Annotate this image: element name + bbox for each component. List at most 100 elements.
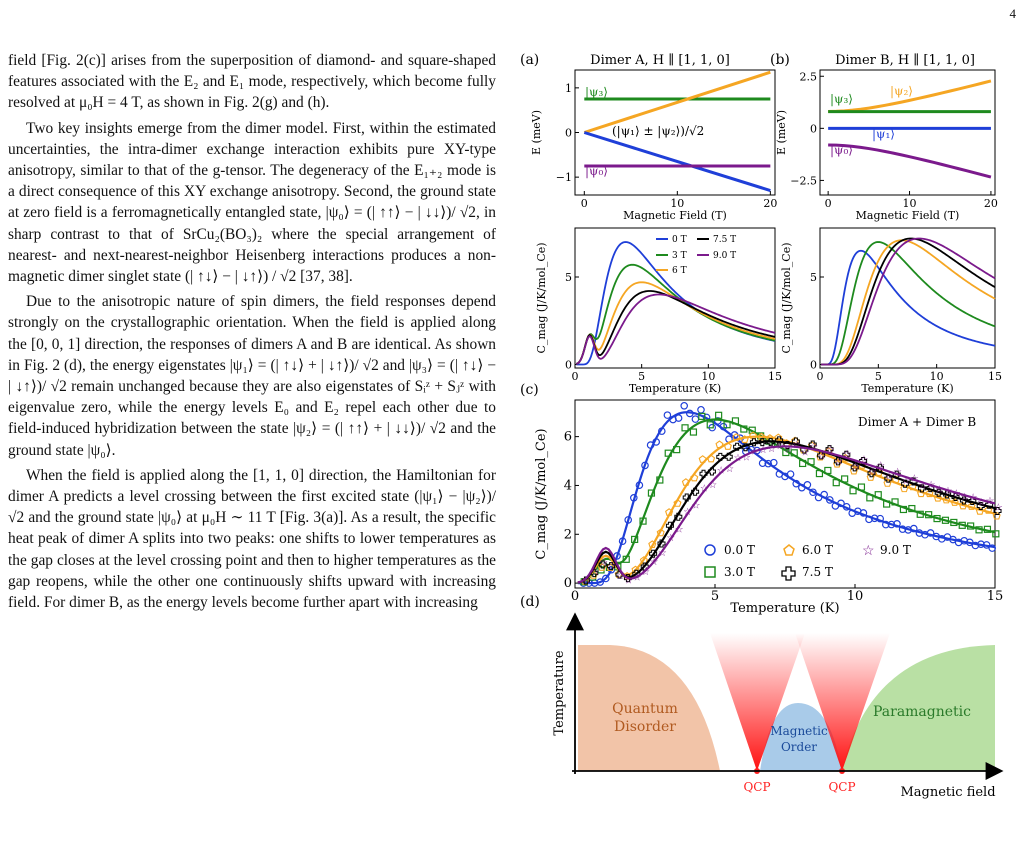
legend-small-7.5T: 7.5 T [713, 235, 736, 245]
data-point-3T [975, 526, 983, 534]
data-point-0T [809, 488, 817, 497]
x-tick-label: 15 [768, 370, 782, 383]
y-tick-label: 5 [810, 271, 817, 284]
data-point-6T [631, 565, 640, 574]
x-tick-label: 0 [817, 370, 824, 383]
panel-a-letter: (a) [520, 52, 539, 68]
label-psi3-b: |ψ₃⟩ [830, 92, 853, 106]
energy-level-a-2 [583, 131, 771, 192]
data-point-0T [898, 525, 907, 533]
y-axis-label: E (meV) [775, 110, 788, 155]
data-point-7.5T [716, 452, 725, 461]
data-point-9T: ☆ [675, 524, 684, 535]
data-point-0T [596, 578, 605, 586]
data-point-3T [715, 411, 723, 419]
data-point-3T [916, 510, 924, 518]
data-point-3T [622, 555, 630, 563]
data-point-3T [664, 449, 672, 457]
data-point-7.5T [783, 440, 792, 449]
legend-c-6T: 6.0 T [802, 543, 833, 557]
data-point-3T [933, 514, 941, 523]
y-tick-label: 0 [565, 127, 572, 140]
plot-frame [819, 227, 996, 369]
data-point-6T [707, 454, 716, 463]
data-point-3T [950, 518, 958, 527]
data-point-0T [988, 544, 997, 552]
cmag-b-9.0 T [821, 237, 996, 366]
data-point-0T [674, 414, 683, 422]
data-point-0T [624, 516, 633, 524]
data-point-3T [706, 421, 714, 429]
y-tick-label: −2.5 [790, 174, 817, 187]
data-point-3T [849, 487, 857, 495]
data-point-3T [891, 498, 899, 506]
data-point-0T [881, 520, 890, 529]
cmag-b-3 T [821, 241, 996, 366]
data-point-7.5T [791, 437, 800, 446]
energy-level-b-0 [828, 79, 992, 113]
data-point-6T [757, 432, 766, 441]
data-point-9T: ☆ [876, 461, 885, 472]
data-point-0T [837, 499, 845, 508]
data-point-6T [715, 440, 724, 449]
cmag-c-line-9.0 T [577, 445, 996, 584]
data-point-0T [865, 515, 873, 524]
data-point-7.5T [993, 506, 1002, 515]
data-point-9T: ☆ [700, 484, 709, 495]
data-point-7.5T [968, 496, 977, 505]
energy-chart-dimer-b: 0 10 20 −2.5 0 2.5 Magnetic Field (T) E (meV) [775, 69, 998, 222]
paragraph-2: Two key insights emerge from the dimer m… [8, 119, 496, 286]
data-point-7.5T [808, 440, 817, 449]
cmag-b-0 T [821, 249, 996, 366]
data-point-9T: ☆ [817, 452, 826, 463]
data-point-9T: ☆ [633, 573, 642, 584]
data-point-3T [866, 494, 874, 502]
qcp-fan-left [710, 633, 805, 771]
cmag-c-line-0.0 T [577, 411, 996, 585]
y-tick-label: 2 [564, 527, 572, 542]
data-point-3T [673, 446, 681, 454]
phase-diagram: Temperature Magnetic field Quantum Disor… [552, 612, 1004, 800]
cmag-b-6 T [821, 239, 996, 366]
data-point-0T [758, 459, 767, 468]
data-point-9T: ☆ [826, 445, 835, 456]
data-point-7.5T [674, 512, 683, 521]
x-tick-label: 0 [581, 197, 588, 210]
data-point-7.5T [775, 436, 784, 445]
legend-c: 0.0 T 6.0 T ☆ 9.0 T 3.0 T 7.5 T [704, 543, 911, 581]
data-point-0T [764, 459, 773, 468]
legend-c-7.5T: 7.5 T [802, 565, 833, 579]
x-tick-label: 5 [711, 589, 719, 604]
data-point-0T [893, 520, 901, 528]
y-axis-label: C_mag (J/K/mol_Ce) [535, 242, 548, 353]
data-point-9T: ☆ [708, 480, 717, 491]
data-point-9T: ☆ [851, 461, 860, 472]
data-point-6T [740, 435, 749, 443]
data-point-6T [648, 540, 657, 548]
label-psi3-a: |ψ₃⟩ [585, 85, 608, 99]
data-point-9T: ☆ [784, 445, 793, 456]
data-point-3T [958, 521, 966, 529]
data-point-3T [908, 504, 916, 513]
panel-c-letter: (c) [520, 382, 539, 398]
data-point-6T [774, 433, 783, 442]
data-point-0T [663, 411, 672, 419]
data-point-7.5T [649, 549, 658, 558]
data-point-9T: ☆ [809, 442, 818, 453]
x-tick-label: 20 [763, 197, 777, 210]
x-tick-label: 5 [875, 370, 882, 383]
region-order-label: Order [781, 740, 817, 754]
data-point-9T: ☆ [935, 485, 944, 496]
data-point-0T [786, 470, 795, 478]
cmag-a-9.0 T [575, 293, 776, 365]
data-point-0T [652, 438, 661, 446]
data-point-7.5T [850, 463, 859, 472]
data-point-3T [731, 417, 740, 425]
data-point-0T [680, 401, 689, 410]
data-point-7.5T [741, 443, 750, 452]
data-point-0T [926, 529, 935, 537]
data-point-9T: ☆ [641, 567, 650, 578]
x-axis-label: Magnetic Field (T) [856, 209, 960, 222]
qcp-fan-right [795, 633, 890, 771]
